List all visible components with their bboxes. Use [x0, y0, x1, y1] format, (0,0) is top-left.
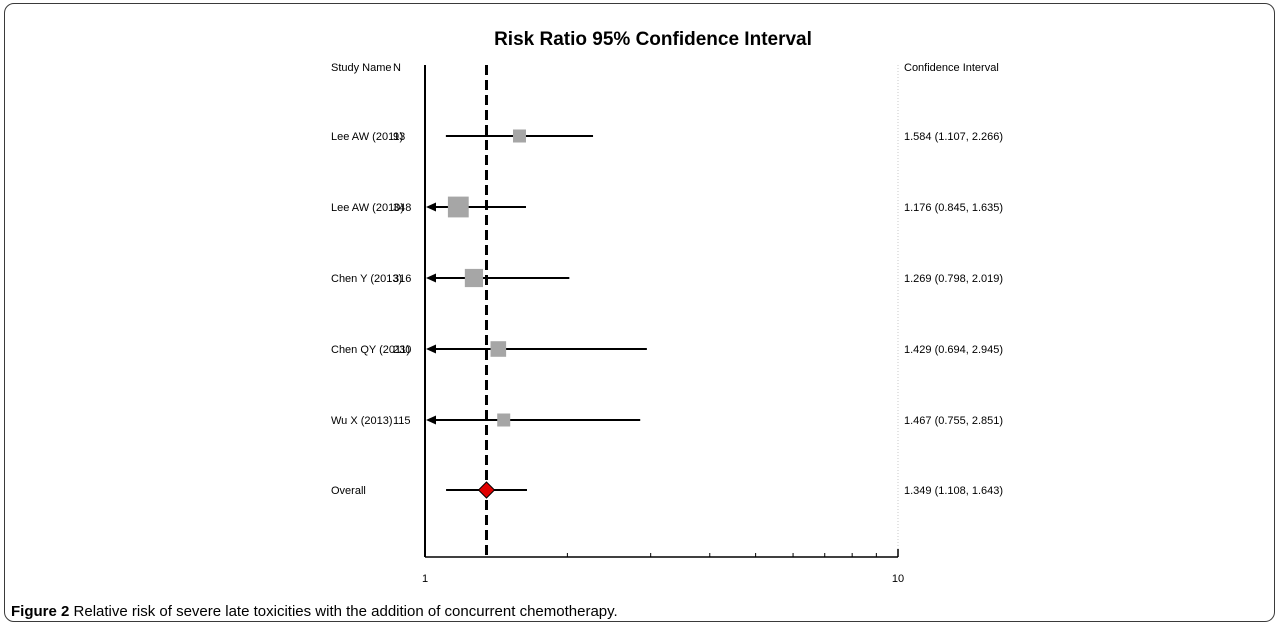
study-point-box [490, 341, 507, 357]
study-ci-text: 1.467 (0.755, 2.851) [904, 415, 1003, 427]
x-tick-label: 10 [892, 573, 904, 585]
study-name: Wu X (2013) [331, 415, 393, 427]
study-name-header: Study Name [331, 62, 392, 74]
study-n: 115 [393, 415, 411, 427]
study-n: 348 [393, 202, 411, 214]
study-name: Chen QY (2011) [331, 344, 410, 356]
caption-label: Figure 2 [11, 603, 70, 620]
figure-caption: Figure 2 Relative risk of severe late to… [11, 603, 618, 620]
ci-header: Confidence Interval [904, 62, 999, 74]
x-tick-label: 1 [422, 573, 428, 585]
study-n: 316 [393, 273, 411, 285]
study-point-box [447, 196, 469, 218]
chart-title: Risk Ratio 95% Confidence Interval [494, 29, 812, 50]
study-name: Chen Y (2013) [331, 273, 402, 285]
study-ci-arrow [426, 415, 436, 425]
study-point-box [497, 413, 511, 427]
study-n: 93 [393, 131, 405, 143]
overall-diamond [477, 481, 496, 499]
study-ci-text: 1.584 (1.107, 2.266) [904, 131, 1003, 143]
study-point-box [512, 129, 526, 143]
study-name: Lee AW (2010) [331, 202, 404, 214]
figure-frame [4, 3, 1275, 622]
caption-text: Relative risk of severe late toxicities … [73, 603, 618, 620]
study-name: Lee AW (2011) [331, 131, 403, 143]
study-n: 230 [393, 344, 411, 356]
study-ci-arrow [426, 344, 436, 354]
study-ci-text: 1.429 (0.694, 2.945) [904, 344, 1003, 356]
study-ci-text: 1.269 (0.798, 2.019) [904, 273, 1003, 285]
study-ci-arrow [426, 202, 436, 212]
n-header: N [393, 62, 401, 74]
overall-ci-text: 1.349 (1.108, 1.643) [904, 485, 1003, 497]
study-point-box [464, 268, 484, 288]
study-ci-arrow [426, 273, 436, 283]
study-ci-text: 1.176 (0.845, 1.635) [904, 202, 1003, 214]
overall-label: Overall [331, 485, 366, 497]
